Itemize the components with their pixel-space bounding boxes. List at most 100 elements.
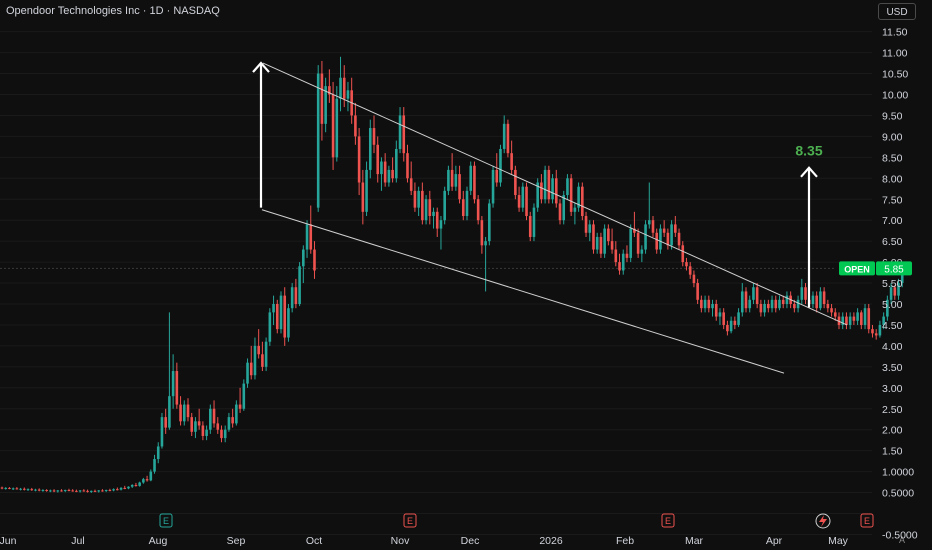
candle-body	[860, 312, 863, 325]
candle-body	[476, 199, 480, 221]
currency-button[interactable]: USD	[878, 3, 916, 20]
candle-body	[391, 169, 394, 179]
candle-body	[833, 312, 837, 317]
candle-body	[86, 490, 89, 492]
candle-body	[793, 304, 796, 309]
candle-body	[450, 169, 454, 187]
candle-body	[785, 295, 789, 304]
price-tick-label: 3.00	[882, 383, 903, 395]
grid	[0, 31, 872, 535]
candle-body	[123, 487, 127, 489]
price-axis[interactable]: 11.50 11.00 10.50 10.00 9.50 9.00 8.50 8.00 7.50…	[882, 27, 918, 542]
price-tick-label: 1.50	[882, 446, 903, 458]
candle-body	[566, 178, 569, 196]
time-axis[interactable]: Jun Jul Aug Sep Oct Nov Dec 2026 Feb Mar Apr May	[0, 535, 849, 547]
time-tick-label: Aug	[149, 535, 168, 547]
candle-body	[495, 169, 499, 183]
candle-body	[461, 199, 465, 217]
candle-body	[621, 253, 625, 271]
candle-body	[681, 245, 685, 263]
candle-body	[871, 329, 874, 334]
candle-body	[272, 304, 275, 313]
ticker-badge	[839, 261, 875, 276]
time-tick-label: Nov	[391, 535, 410, 547]
price-tick-label: 11.50	[882, 27, 908, 39]
candle-body	[320, 73, 324, 124]
candle-body	[342, 77, 346, 99]
candle-body	[532, 207, 536, 237]
candle-body	[119, 487, 123, 490]
candle-body	[469, 165, 473, 191]
candle-body	[71, 490, 74, 492]
candle-body	[37, 489, 41, 491]
candle-body	[138, 482, 141, 486]
candle-body	[101, 490, 104, 492]
candle-body	[209, 408, 212, 430]
lightning-bolt	[819, 515, 827, 527]
candle-body	[647, 220, 651, 225]
candle-body	[313, 249, 316, 271]
candle-body	[874, 333, 878, 336]
candle-body	[127, 486, 130, 489]
candle-body	[380, 161, 383, 175]
candle-body	[852, 316, 856, 321]
candle-body	[848, 316, 852, 325]
candle-body	[305, 224, 309, 250]
candle-body	[290, 287, 294, 309]
candle-body	[0, 487, 4, 489]
chart-title: Opendoor Technologies Inc · 1D · NASDAQ	[6, 5, 220, 17]
price-badge: OPEN 5.85	[839, 261, 912, 276]
candle-body	[696, 283, 699, 300]
candle-body	[573, 207, 577, 212]
candle-body	[15, 488, 19, 490]
candle-body	[659, 228, 662, 250]
candle-body	[257, 345, 260, 355]
earnings-marker-label: E	[407, 516, 413, 526]
price-tick-label: 6.50	[882, 236, 903, 248]
candle-body	[521, 186, 525, 208]
candle-body	[406, 153, 409, 179]
candle-body	[711, 304, 714, 309]
pole-arrow-head	[252, 61, 270, 73]
candle-body	[26, 489, 30, 491]
candle-body	[815, 295, 818, 309]
candle-body	[424, 199, 428, 221]
price-tick-label: 0.5000	[882, 488, 914, 500]
price-tick-label: 11.00	[882, 48, 908, 60]
candle-body	[502, 123, 506, 149]
earnings-marker	[860, 513, 874, 528]
candle-body	[625, 253, 629, 258]
candle-body	[718, 312, 722, 317]
candle-body	[302, 249, 305, 267]
candle-body	[692, 274, 696, 284]
candle-body	[439, 220, 443, 229]
candle-body	[889, 287, 893, 300]
candle-body	[748, 299, 752, 309]
time-tick-label: 2026	[539, 535, 563, 547]
candle-body	[845, 316, 848, 325]
candle-body	[737, 312, 740, 325]
candle-body	[298, 266, 301, 304]
candle-body	[740, 291, 744, 313]
candle-body	[156, 446, 160, 460]
candle-body	[700, 299, 703, 309]
candle-body	[863, 308, 867, 325]
candle-body	[331, 94, 335, 158]
candle-body	[770, 299, 774, 309]
candle-body	[878, 324, 882, 336]
candle-body	[822, 291, 826, 304]
candle-body	[201, 425, 205, 436]
candle-body	[677, 232, 681, 246]
candle-body	[577, 186, 580, 208]
candle-body	[205, 429, 208, 436]
candle-body	[882, 316, 885, 325]
channel-lower-line	[261, 209, 785, 374]
candle-body	[488, 203, 491, 242]
auto-scale-label[interactable]: A	[899, 535, 906, 545]
candle-body	[242, 383, 246, 409]
earnings-marker-label: E	[163, 516, 169, 526]
candle-body	[116, 489, 119, 491]
candle-body	[666, 232, 670, 246]
